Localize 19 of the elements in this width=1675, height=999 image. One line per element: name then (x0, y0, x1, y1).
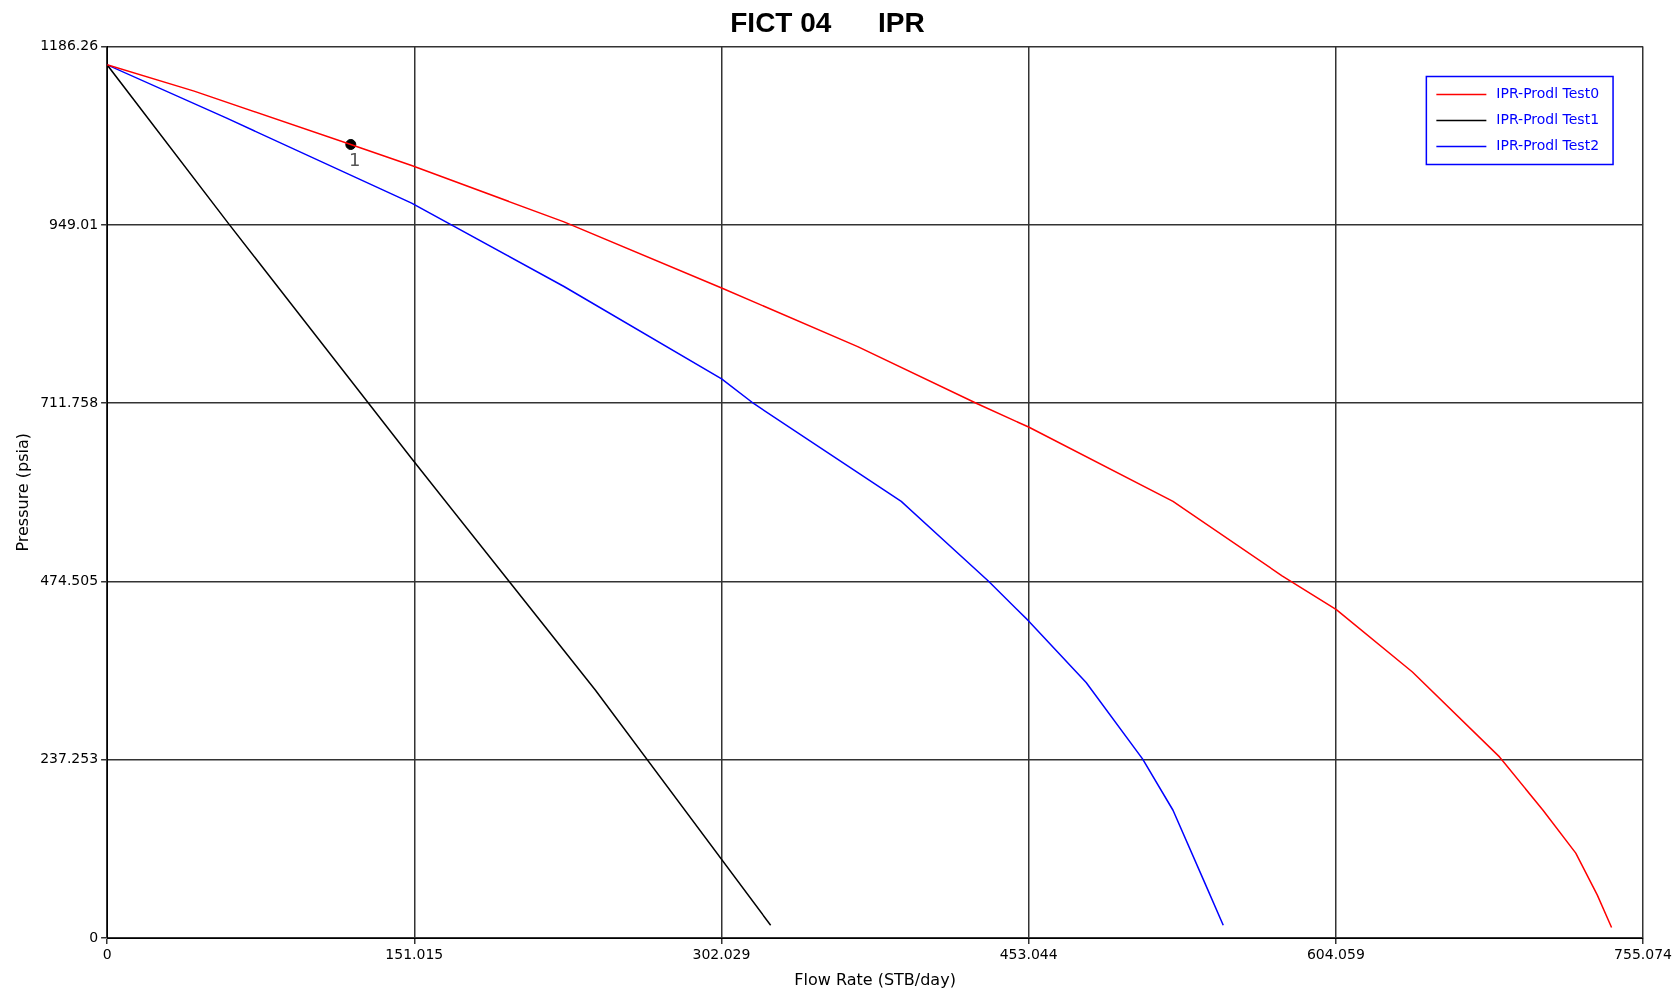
legend-label: IPR-Prodl Test2 (1496, 137, 1600, 154)
y-tick-label: 1186.26 (40, 37, 99, 54)
x-tick-label: 302.029 (692, 946, 751, 963)
x-tick-label: 755.074 (1614, 946, 1673, 963)
y-tick-label: 0 (89, 928, 99, 945)
legend-label: IPR-Prodl Test1 (1496, 111, 1600, 128)
y-axis-title: Pressure (psia) (12, 432, 32, 552)
chart-title: FICT 04 IPR (730, 6, 925, 38)
y-tick-label: 711.758 (40, 393, 99, 410)
x-tick-label: 604.059 (1306, 946, 1365, 963)
x-tick-label: 0 (102, 946, 112, 963)
x-tick-label: 453.044 (999, 946, 1058, 963)
y-tick-label: 237.253 (40, 750, 99, 767)
x-axis-title: Flow Rate (STB/day) (794, 969, 956, 989)
x-tick-label: 151.015 (385, 946, 444, 963)
legend-label: IPR-Prodl Test0 (1496, 85, 1600, 102)
annotation: 1 (349, 149, 361, 171)
y-tick-label: 949.01 (49, 215, 99, 232)
y-tick-label: 474.505 (40, 572, 99, 589)
